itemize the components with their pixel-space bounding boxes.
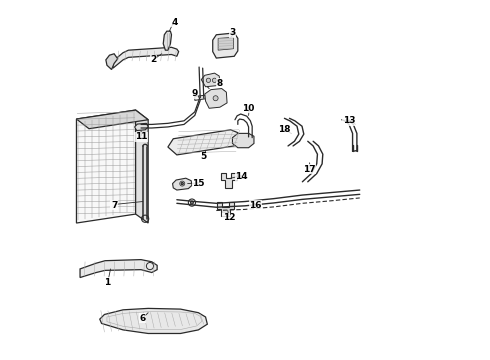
Polygon shape bbox=[106, 54, 118, 69]
Text: 14: 14 bbox=[235, 172, 248, 181]
Circle shape bbox=[213, 96, 218, 101]
Polygon shape bbox=[112, 47, 179, 68]
Text: 18: 18 bbox=[278, 125, 291, 134]
Polygon shape bbox=[232, 134, 254, 148]
Text: 15: 15 bbox=[192, 179, 205, 188]
Circle shape bbox=[191, 201, 194, 204]
Text: 13: 13 bbox=[343, 116, 355, 125]
Text: 12: 12 bbox=[222, 213, 235, 222]
Circle shape bbox=[180, 181, 185, 186]
Text: 6: 6 bbox=[140, 314, 146, 323]
Text: 3: 3 bbox=[229, 28, 236, 37]
Circle shape bbox=[181, 183, 183, 185]
Polygon shape bbox=[205, 89, 227, 108]
Text: 8: 8 bbox=[217, 79, 223, 88]
Polygon shape bbox=[136, 110, 148, 223]
Polygon shape bbox=[163, 31, 172, 50]
Polygon shape bbox=[168, 130, 240, 155]
Polygon shape bbox=[213, 33, 238, 58]
Polygon shape bbox=[172, 178, 192, 190]
Text: 7: 7 bbox=[111, 201, 117, 210]
Polygon shape bbox=[217, 202, 234, 216]
Circle shape bbox=[206, 78, 211, 82]
Text: 16: 16 bbox=[249, 201, 262, 210]
Circle shape bbox=[212, 78, 217, 82]
Polygon shape bbox=[218, 37, 234, 50]
Text: 11: 11 bbox=[135, 132, 147, 141]
Polygon shape bbox=[195, 95, 210, 100]
Text: 10: 10 bbox=[243, 104, 255, 113]
Text: 4: 4 bbox=[172, 18, 178, 27]
Text: 5: 5 bbox=[200, 152, 207, 161]
Polygon shape bbox=[76, 110, 148, 129]
Polygon shape bbox=[135, 123, 148, 131]
Polygon shape bbox=[76, 110, 136, 223]
Text: 2: 2 bbox=[150, 55, 157, 64]
Text: 1: 1 bbox=[104, 278, 110, 287]
Text: 9: 9 bbox=[192, 89, 198, 98]
Polygon shape bbox=[80, 260, 157, 278]
Polygon shape bbox=[100, 309, 207, 333]
Polygon shape bbox=[220, 173, 237, 188]
Text: 17: 17 bbox=[303, 165, 316, 174]
Polygon shape bbox=[201, 73, 220, 87]
